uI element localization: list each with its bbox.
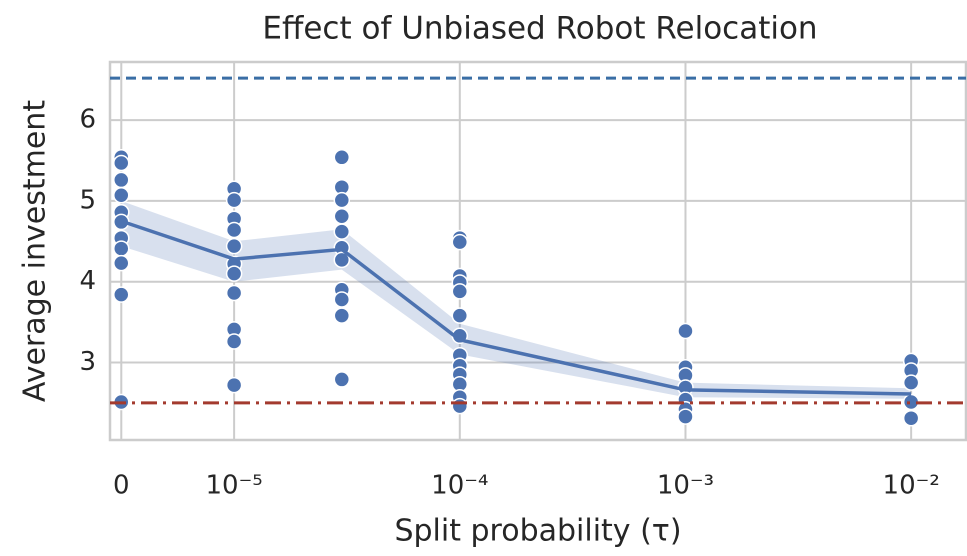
data-point (225, 237, 243, 255)
data-point (113, 154, 130, 172)
x-tick-label: 10⁻⁴ (431, 471, 488, 501)
y-tick-label: 6 (79, 105, 96, 135)
data-point (333, 251, 351, 269)
data-point (225, 221, 243, 239)
data-point (225, 333, 243, 350)
data-point (113, 187, 130, 204)
data-point (333, 191, 351, 209)
data-point (113, 254, 130, 272)
plot-area: 3 4 5 6 0 10⁻⁵ 10⁻⁴ 10⁻³ 10⁻² (79, 60, 967, 501)
data-point (113, 286, 130, 303)
data-point (451, 397, 469, 415)
y-tick-label: 5 (79, 185, 96, 215)
data-point (451, 307, 469, 324)
x-axis-label: Split probability (τ) (394, 514, 681, 549)
axes-frame (108, 60, 967, 442)
data-point (677, 322, 694, 340)
data-point (902, 409, 920, 427)
data-point (902, 374, 920, 391)
data-point (113, 240, 130, 257)
data-point (225, 265, 243, 282)
data-point (113, 171, 130, 189)
y-tick-label: 3 (79, 347, 96, 377)
x-tick-label: 0 (113, 471, 130, 501)
data-point (333, 371, 351, 388)
data-point (225, 191, 243, 209)
mean-line (120, 219, 912, 396)
x-tick-label: 10⁻² (883, 471, 940, 501)
data-point (333, 223, 351, 240)
data-point (451, 283, 469, 300)
x-tick-label: 10⁻³ (657, 471, 714, 501)
data-point (451, 233, 469, 251)
data-point (225, 284, 243, 302)
y-axis-label: Average investment (18, 100, 53, 402)
chart-title: Effect of Unbiased Robot Relocation (262, 11, 817, 47)
x-tick-label: 10⁻⁵ (206, 471, 263, 501)
data-point (225, 376, 243, 394)
data-point (677, 408, 694, 425)
data-point (333, 208, 351, 225)
data-point (333, 291, 351, 308)
y-tick-label: 4 (79, 266, 96, 296)
data-point (333, 149, 351, 166)
data-point (333, 307, 351, 324)
